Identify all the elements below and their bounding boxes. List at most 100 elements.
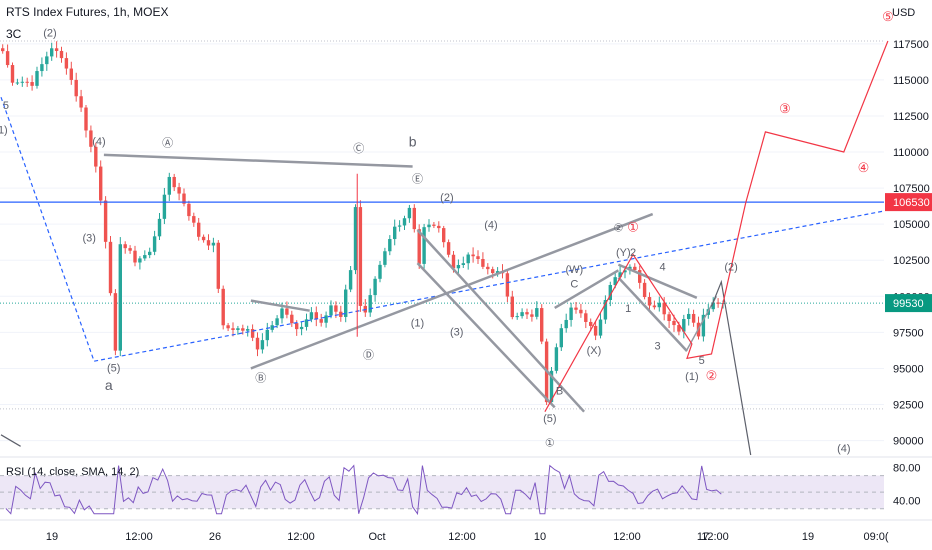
candle: [177, 182, 181, 201]
candle: [515, 312, 519, 320]
red-wave-label: ②: [706, 368, 718, 383]
candle: [716, 298, 720, 308]
candle: [422, 223, 426, 270]
symbol-legend[interactable]: RTS Index Futures, 1h, MOEX: [6, 5, 169, 19]
candle: [172, 173, 176, 192]
price-tick-label: 117500: [893, 39, 929, 51]
candle: [128, 245, 132, 254]
candle: [324, 311, 328, 328]
rsi-pane: [0, 456, 932, 516]
candle: [54, 41, 59, 58]
candle: [99, 160, 103, 206]
price-tick-label: 115000: [893, 75, 929, 87]
candle: [461, 256, 465, 269]
price-tick-label: 112500: [893, 111, 929, 123]
candle: [30, 75, 34, 91]
red-wave-label: ①: [627, 219, 639, 234]
candle: [211, 237, 216, 253]
candle: [299, 321, 304, 336]
price-tick-label: 92500: [893, 400, 924, 412]
candle: [598, 313, 603, 339]
wave-label: (1): [0, 124, 8, 136]
candle: [397, 220, 402, 232]
price-tick-label: 102500: [893, 255, 930, 267]
candle: [133, 245, 137, 267]
candle: [64, 52, 69, 75]
chart-grid: [0, 40, 884, 442]
candle: [393, 219, 397, 246]
candle: [593, 321, 598, 341]
wave-label: Ⓒ: [353, 142, 364, 155]
candle: [20, 76, 24, 87]
last-price-tag-bg: [885, 294, 932, 313]
candle: [118, 237, 122, 357]
wave-label: 1: [625, 303, 631, 315]
candle: [442, 225, 446, 248]
symbol-title: RTS Index Futures, 1h, MOEX: [6, 5, 169, 19]
sub-label: 3C: [6, 27, 22, 41]
candle: [687, 308, 691, 326]
candle: [535, 301, 539, 320]
candle: [35, 66, 39, 89]
wave-drawings: [0, 40, 889, 456]
wave-label: Ⓔ: [412, 172, 423, 185]
rsi-legend[interactable]: RSI (14, close, SMA, 14, 2): [6, 466, 140, 478]
candle: [520, 308, 524, 319]
wave-label: 3: [655, 341, 661, 353]
price-tick-label: 105000: [893, 219, 930, 231]
wave-label: ②: [613, 222, 623, 234]
wave-label: (4): [837, 443, 850, 455]
candle: [388, 235, 392, 256]
candle: [579, 303, 583, 318]
wave-labels: (2)5(1)(4)ⒶⒸbⒺ(2)(4)(3)(1)(3)Ⓓ(5)Ⓑa(W)CB…: [0, 9, 894, 455]
candle: [241, 324, 245, 335]
time-tick-label: Oct: [368, 531, 385, 543]
candle: [574, 302, 578, 314]
candle: [466, 252, 470, 270]
candle: [250, 324, 255, 342]
candle: [89, 125, 93, 153]
price-tick-label: 107500: [893, 183, 930, 195]
last-price-tag: 99530: [893, 298, 924, 310]
candle: [373, 276, 377, 302]
wave-label: Ⓓ: [363, 348, 374, 361]
wave-label: 5: [699, 355, 705, 367]
candle: [1, 44, 5, 54]
candle: [182, 188, 186, 207]
candle: [584, 309, 588, 329]
candle: [559, 323, 563, 351]
price-tick-label: 97500: [893, 327, 924, 339]
candle: [143, 250, 147, 261]
wave-label: (Y): [616, 247, 631, 259]
time-tick-label: 09:0(: [863, 531, 888, 543]
candle: [368, 288, 372, 317]
candle: [456, 259, 461, 276]
edge-line: [0, 434, 21, 447]
candle: [59, 46, 64, 63]
candle: [363, 299, 367, 317]
wave-label: B: [556, 385, 563, 397]
time-tick-label: 12:00: [125, 531, 153, 543]
candle: [427, 219, 431, 232]
candle: [446, 239, 451, 258]
candle: [383, 247, 387, 268]
wave-label: (1): [411, 318, 424, 330]
time-tick-label: 12:00: [701, 531, 729, 543]
time-tick-label: 19: [802, 531, 814, 543]
time-tick-label: 17: [697, 531, 709, 543]
wave-label: (5): [543, 413, 556, 425]
candle: [187, 200, 191, 221]
wave-label: Ⓑ: [255, 371, 266, 384]
candle: [79, 89, 83, 112]
wedge-upper-line: [617, 263, 698, 299]
candle: [152, 230, 157, 256]
blue-dashed-trendline: [0, 97, 884, 362]
candle: [353, 204, 358, 275]
hline-price-tag: 106530: [893, 197, 930, 209]
candle: [525, 308, 529, 320]
time-tick-label: 10: [534, 531, 546, 543]
price-axis[interactable]: 117500 115000 112500 110000 107500 105000 1025…: [885, 39, 932, 508]
candle: [162, 187, 167, 225]
